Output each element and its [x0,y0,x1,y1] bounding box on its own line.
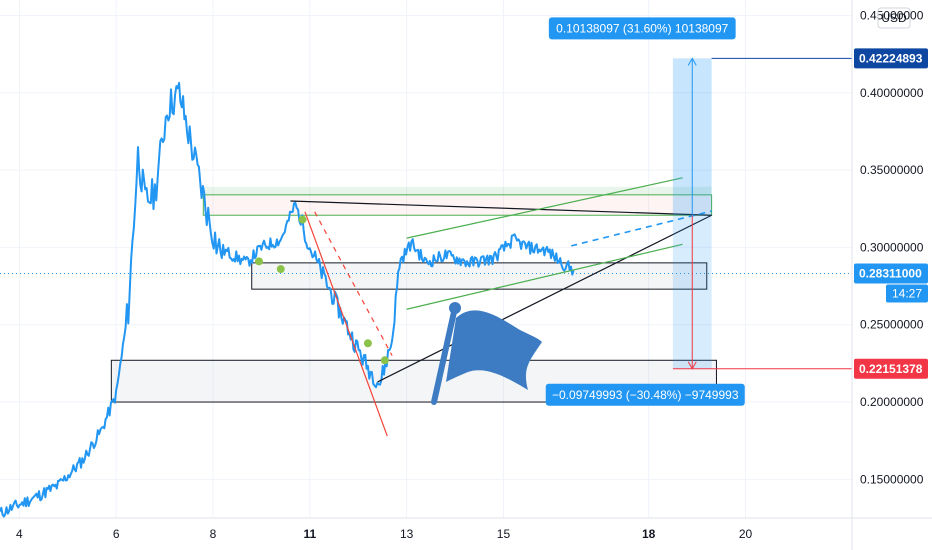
measure-up-head [687,57,697,66]
target-low-tag: 0.22151378 [859,362,923,376]
y-tick-label: 0.45000000 [860,8,924,22]
last-price-tag: 0.28311000 [859,267,922,281]
target-high-tag: 0.42224893 [859,51,923,65]
y-tick-label: 0.15000000 [860,472,924,486]
y-tick-label: 0.35000000 [860,163,924,177]
target-low-tag-bg [854,358,928,379]
y-tick-label: 0.40000000 [860,86,924,100]
x-tick-label: 11 [303,527,316,541]
flag-cloth [446,310,542,390]
y-axis: 0.45000000 0.40000000 0.35000000 0.30000000… [851,0,924,550]
target-high-tag-bg [854,48,928,69]
zone-green-top [203,186,712,195]
last-price-tag-bg [854,263,928,284]
measure-up-label-bg [548,17,736,40]
price-line [0,81,575,518]
countdown-tag: 14:27 [892,287,922,301]
trendline-green [406,243,683,310]
signal-marker [363,339,372,348]
measure-down-label: −0.09749993 (−30.48%) −9749993 [552,388,739,402]
y-tick-label: 0.25000000 [860,318,924,332]
flag-pole [431,309,457,405]
measure-tool: 0.10138097 (31.60%) 10138097 −0.09749993 … [545,17,852,406]
zone-green [202,194,713,216]
x-axis: 4 6 8 11 13 15 18 20 [0,517,932,541]
x-tick-label: 6 [113,527,120,541]
currency-box [877,7,911,29]
x-tick-label: 4 [16,527,23,541]
price-labels: 0.42224893 0.28311000 0.22151378 14:27 [854,48,928,379]
trendline-blue_dashed [571,210,712,247]
x-tick-label: 13 [400,527,414,541]
y-tick-label: 0.20000000 [860,395,924,409]
trendline-green [406,177,683,239]
price-series [0,81,852,518]
signal-marker [298,215,307,224]
y-tick-label: 0.30000000 [860,240,924,254]
signal-markers [254,215,389,365]
signal-marker [254,257,263,266]
signal-marker [276,265,285,274]
signal-marker [380,356,389,365]
measure-up-label: 0.10138097 (31.60%) 10138097 [556,21,728,35]
zone-rectangles [110,186,717,403]
x-tick-label: 18 [642,527,656,541]
x-tick-label: 15 [497,527,511,541]
flag-icon [431,302,542,405]
x-tick-label: 8 [210,527,217,541]
measure-down-label-bg [545,383,745,406]
trendline-black [377,214,712,383]
trendline-red [304,211,388,437]
trendlines [290,177,712,437]
currency-label: USD [881,11,907,25]
x-tick-label: 20 [739,527,753,541]
countdown-bg [886,284,928,303]
trendline-red_dashed [314,211,393,356]
trendline-black [290,200,712,216]
flag-knob [449,302,461,314]
